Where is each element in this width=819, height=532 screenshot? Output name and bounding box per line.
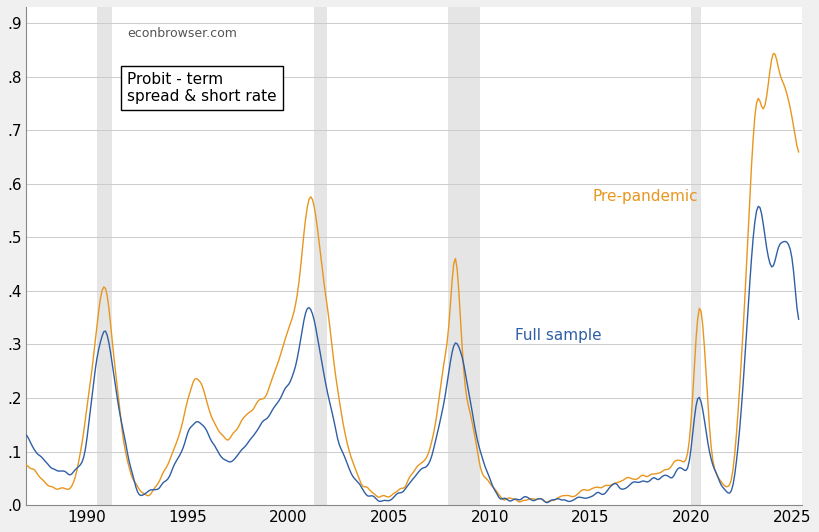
Line: Pre-pandemic: Pre-pandemic <box>26 53 798 502</box>
Full sample <box>753 203 762 210</box>
Full sample <box>667 475 676 481</box>
Pre-pandemic <box>437 373 446 380</box>
Pre-pandemic <box>21 462 31 468</box>
Text: Full sample: Full sample <box>514 328 601 343</box>
Full sample <box>21 432 31 438</box>
Full sample <box>541 500 550 506</box>
Pre-pandemic <box>37 476 47 482</box>
Pre-pandemic <box>646 471 656 477</box>
Pre-pandemic <box>793 149 803 155</box>
Full sample <box>278 388 288 394</box>
Pre-pandemic <box>541 499 550 505</box>
Full sample <box>437 409 446 415</box>
Pre-pandemic <box>667 461 676 468</box>
Full sample <box>675 465 685 471</box>
Bar <box>447 7 479 505</box>
Text: econbrowser.com: econbrowser.com <box>127 27 237 40</box>
Text: Probit - term
spread & short rate: Probit - term spread & short rate <box>127 72 277 104</box>
Bar <box>97 7 112 505</box>
Pre-pandemic <box>767 50 777 56</box>
Pre-pandemic <box>675 458 685 464</box>
Full sample <box>37 454 47 460</box>
Bar <box>690 7 700 505</box>
Text: Pre-pandemic: Pre-pandemic <box>592 189 698 204</box>
Line: Full sample: Full sample <box>26 206 798 503</box>
Full sample <box>646 475 656 481</box>
Full sample <box>793 316 803 322</box>
Pre-pandemic <box>278 340 288 347</box>
Bar <box>313 7 327 505</box>
